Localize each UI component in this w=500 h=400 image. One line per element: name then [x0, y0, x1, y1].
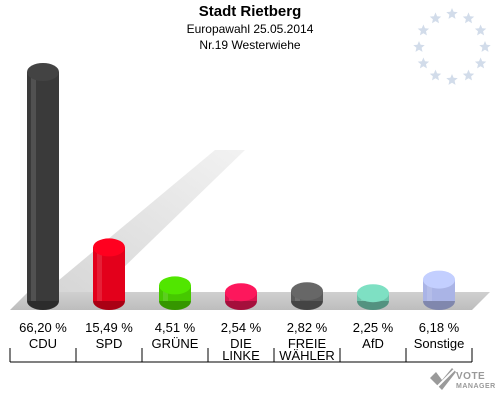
star-icon [446, 74, 458, 85]
bar-grüne [159, 276, 191, 310]
star-icon [462, 69, 475, 81]
value-label: 2,82 % [286, 320, 328, 335]
category-label: GRÜNE [151, 336, 199, 351]
star-icon [479, 41, 491, 52]
value-label: 2,25 % [352, 320, 394, 335]
brand-subname: MANAGER [456, 383, 496, 390]
value-label: 4,51 % [154, 320, 196, 335]
background-shadow [35, 150, 245, 300]
star-icon [413, 41, 425, 52]
district-label: Nr.19 Westerwiehe [199, 38, 301, 52]
value-label: 66,20 % [19, 320, 67, 335]
bar-die-linke [225, 283, 257, 310]
bar-top [159, 276, 191, 295]
category-label: SPD [95, 336, 123, 351]
bar-highlight [31, 72, 36, 301]
bar-sonstige [423, 270, 455, 310]
bar-freie-wähler [291, 282, 323, 310]
star-icon [474, 57, 487, 69]
star-icon [446, 8, 458, 19]
bar-top [357, 284, 389, 303]
category-label: Sonstige [413, 336, 465, 351]
bar-cdu [27, 63, 59, 310]
bars-layer [27, 63, 455, 310]
star-icon [417, 57, 430, 69]
category-label: DIE LINKE [222, 336, 260, 363]
bar-spd [93, 238, 125, 310]
eu-stars-logo [413, 8, 491, 85]
category-separators [9, 348, 473, 363]
bar-afd [357, 284, 389, 310]
bar-top [291, 282, 323, 301]
value-label: 15,49 % [85, 320, 133, 335]
star-icon [474, 24, 487, 36]
bar-highlight [427, 279, 432, 301]
chart-title: Stadt Rietberg [198, 3, 302, 20]
star-icon [417, 24, 430, 36]
check-icon [430, 368, 456, 393]
bar-top [93, 238, 125, 257]
bar-body [27, 72, 59, 301]
bar-top [27, 63, 59, 81]
value-label: 2,54 % [220, 320, 262, 335]
bar-highlight [163, 285, 168, 301]
bar-highlight [97, 247, 102, 301]
bar-top [225, 283, 257, 302]
category-label: CDU [28, 336, 58, 351]
bar-top [423, 270, 455, 289]
star-icon [429, 12, 442, 24]
brand-name: VOTE [456, 371, 486, 382]
value-label: 6,18 % [418, 320, 460, 335]
star-icon [429, 69, 442, 81]
election-subtitle: Europawahl 25.05.2014 [186, 22, 314, 36]
star-icon [462, 12, 475, 24]
category-label: FREIE WÄHLER [279, 336, 335, 363]
category-label: AfD [362, 336, 384, 351]
